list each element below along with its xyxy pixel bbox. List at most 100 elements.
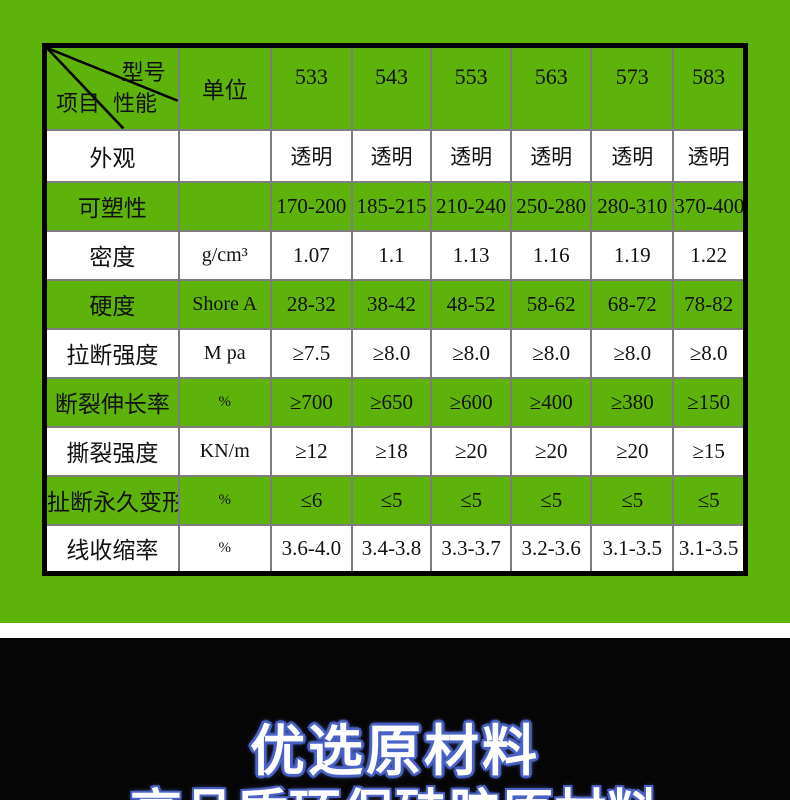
value-cell: ≥20 [590, 425, 675, 477]
value-cell: 1.1 [350, 229, 433, 281]
value-cell: ≥380 [590, 376, 675, 428]
value-cell: ≤5 [430, 474, 513, 526]
value-cell: ≥8.0 [510, 327, 593, 379]
value-cell: 透明 [350, 128, 433, 183]
value-cell: ≥20 [430, 425, 513, 477]
model-header-553: 553 [430, 44, 513, 131]
value-cell: ≥20 [510, 425, 593, 477]
table-row: 硬度 Shore A 28-32 38-42 48-52 58-62 68-72 78-82 [43, 278, 747, 330]
value-cell: ≤5 [672, 474, 747, 526]
value-cell: ≥8.0 [430, 327, 513, 379]
value-cell: 38-42 [350, 278, 433, 330]
value-cell: 3.3-3.7 [430, 523, 513, 575]
value-cell: ≥150 [672, 376, 747, 428]
value-cell: 3.1-3.5 [590, 523, 675, 575]
value-cell: 1.19 [590, 229, 675, 281]
unit-cell: KN/m [177, 425, 272, 477]
row-label-cell: 扯断永久变形 [43, 474, 180, 526]
value-cell: ≤5 [510, 474, 593, 526]
diagonal-divider-lines [47, 48, 177, 128]
unit-cell: M pa [177, 327, 272, 379]
table-header-row: 型号 性能 项目 单位 533 543 553 563 573 583 [43, 44, 747, 131]
value-cell: ≥8.0 [350, 327, 433, 379]
value-cell: ≤5 [350, 474, 433, 526]
value-cell: ≥15 [672, 425, 747, 477]
value-cell: 68-72 [590, 278, 675, 330]
model-header-543: 543 [350, 44, 433, 131]
value-cell: ≤6 [269, 474, 353, 526]
table-row: 密度 g/cm³ 1.07 1.1 1.13 1.16 1.19 1.22 [43, 229, 747, 281]
value-cell: ≥8.0 [590, 327, 675, 379]
value-cell: 185-215 [350, 180, 433, 232]
value-cell: ≤5 [590, 474, 675, 526]
corner-label-performance: 性能 [113, 90, 158, 116]
table-row: 撕裂强度 KN/m ≥12 ≥18 ≥20 ≥20 ≥20 ≥15 [43, 425, 747, 477]
unit-cell: % [177, 376, 272, 428]
value-cell: 1.22 [672, 229, 747, 281]
value-cell: ≥650 [350, 376, 433, 428]
banner-partial-line: 高品质环保硅胶原材料 [0, 789, 790, 800]
value-cell: 280-310 [590, 180, 675, 232]
table-row: 外观 透明 透明 透明 透明 透明 透明 [43, 128, 747, 183]
value-cell: ≥12 [269, 425, 353, 477]
value-cell: 透明 [269, 128, 353, 183]
table-row: 断裂伸长率% ≥700 ≥650 ≥600 ≥400 ≥380 ≥150 [43, 376, 747, 428]
unit-cell [177, 180, 272, 232]
row-label-cell: 撕裂强度 [43, 425, 180, 477]
value-cell: 透明 [590, 128, 675, 183]
table-row: 扯断永久变形% ≤6 ≤5 ≤5 ≤5 ≤5 ≤5 [43, 474, 747, 526]
value-cell: ≥700 [269, 376, 353, 428]
value-cell: 透明 [430, 128, 513, 183]
value-cell: 210-240 [430, 180, 513, 232]
value-cell: 3.1-3.5 [672, 523, 747, 575]
unit-cell: % [177, 474, 272, 526]
unit-header-cell: 单位 [177, 44, 272, 131]
model-header-533: 533 [269, 44, 353, 131]
row-label-cell: 硬度 [43, 278, 180, 330]
value-cell: 3.2-3.6 [510, 523, 593, 575]
value-cell: 1.16 [510, 229, 593, 281]
value-cell: ≥8.0 [672, 327, 747, 379]
corner-cell: 型号 性能 项目 [43, 44, 180, 131]
model-header-583: 583 [672, 44, 747, 131]
value-cell: ≥18 [350, 425, 433, 477]
value-cell: 250-280 [510, 180, 593, 232]
corner-label-item: 项目 [56, 90, 101, 116]
table-row: 拉断强度 M pa ≥7.5 ≥8.0 ≥8.0 ≥8.0 ≥8.0 ≥8.0 [43, 327, 747, 379]
value-cell: 370-400 [672, 180, 747, 232]
value-cell: 1.07 [269, 229, 353, 281]
value-cell: 48-52 [430, 278, 513, 330]
row-label-cell: 可塑性 [43, 180, 180, 232]
value-cell: 28-32 [269, 278, 353, 330]
spec-table: 型号 性能 项目 单位 533 543 553 563 573 583 外观 透明 透明 透明透… [42, 43, 748, 576]
banner-headline: 优选原材料 [249, 719, 540, 783]
value-cell: 78-82 [672, 278, 747, 330]
row-label-cell: 断裂伸长率 [43, 376, 180, 428]
value-cell: ≥7.5 [269, 327, 353, 379]
value-cell: 3.6-4.0 [269, 523, 353, 575]
row-label-cell: 密度 [43, 229, 180, 281]
value-cell: 170-200 [269, 180, 353, 232]
value-cell: 3.4-3.8 [350, 523, 433, 575]
table-row: 可塑性 170-200 185-215 210-240 250-280 280-310 37… [43, 180, 747, 232]
row-label-cell: 拉断强度 [43, 327, 180, 379]
value-cell: 58-62 [510, 278, 593, 330]
unit-cell: Shore A [177, 278, 272, 330]
row-label-cell: 线收缩率 [43, 523, 180, 575]
model-header-563: 563 [510, 44, 593, 131]
row-label-cell: 外观 [43, 128, 180, 183]
corner-label-model: 型号 [121, 60, 166, 85]
table-row: 线收缩率% 3.6-4.0 3.4-3.8 3.3-3.7 3.2-3.6 3.1-3.5… [43, 523, 747, 575]
bottom-banner: 优选原材料 高品质环保硅胶原材料 [0, 638, 790, 800]
model-header-573: 573 [590, 44, 675, 131]
value-cell: 透明 [672, 128, 747, 183]
value-cell: 1.13 [430, 229, 513, 281]
unit-cell [177, 128, 272, 183]
value-cell: ≥400 [510, 376, 593, 428]
value-cell: ≥600 [430, 376, 513, 428]
value-cell: 透明 [510, 128, 593, 183]
unit-cell: % [177, 523, 272, 575]
white-divider-strip [0, 623, 790, 638]
unit-cell: g/cm³ [177, 229, 272, 281]
